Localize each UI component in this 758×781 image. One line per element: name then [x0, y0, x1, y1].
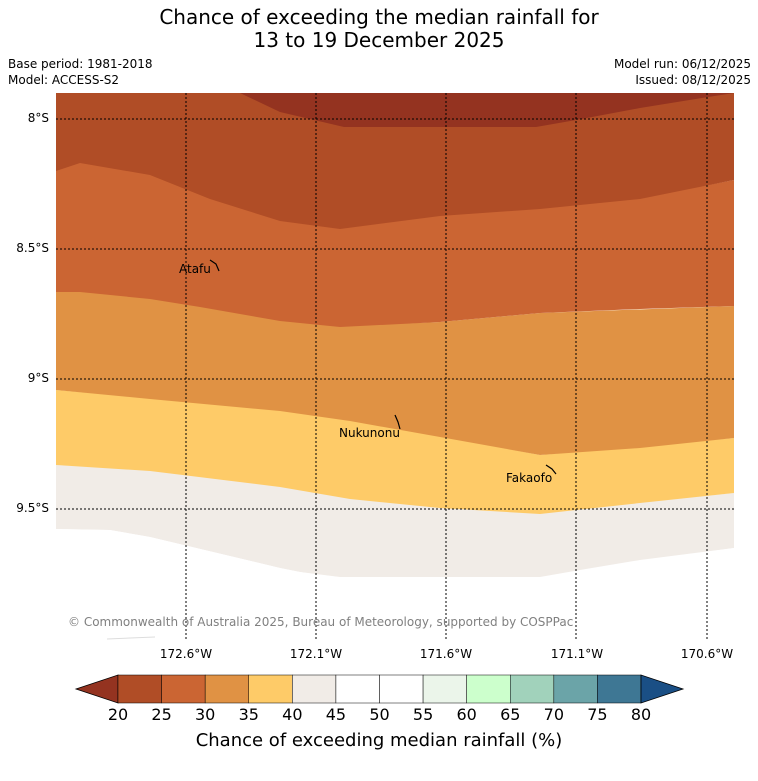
land-mask-edge	[56, 529, 340, 578]
chart-title-line1: Chance of exceeding the median rainfall …	[159, 5, 599, 29]
colorbar-tick-label: 45	[325, 705, 347, 724]
lon-label-172-1w: 172.1°W	[289, 647, 343, 661]
colorbar-swatch	[292, 674, 337, 704]
colorbar-tick-label: 60	[456, 705, 477, 724]
atafu-outline	[209, 259, 220, 272]
band-20-25	[56, 93, 734, 229]
colorbar-swatch	[422, 674, 467, 704]
colorbar-swatch	[379, 674, 424, 704]
colorbar-swatch	[204, 674, 250, 704]
lon-label-172-6w: 172.6°W	[159, 647, 213, 661]
colorbar-tick-label: 30	[194, 705, 216, 724]
atoll-outlines	[209, 259, 557, 475]
colorbar-tick-label: 35	[238, 705, 259, 724]
colorbar	[74, 674, 685, 704]
lat-label-9s: 9°S	[27, 371, 49, 385]
copyright-credit: © Commonwealth of Australia 2025, Bureau…	[68, 615, 574, 629]
land-mask	[56, 578, 734, 640]
model-name: Model: ACCESS-S2	[8, 73, 120, 87]
colorbar-swatch	[335, 674, 380, 704]
band-below-20	[240, 93, 734, 127]
metadata-left: Base period: 1981-2018 Model: ACCESS-S2	[8, 56, 153, 88]
issued-date: Issued: 08/12/2025	[635, 73, 751, 87]
gridlines	[56, 93, 734, 639]
place-label-fakaofo: Fakaofo	[506, 471, 553, 485]
colorbar-over-arrow	[640, 674, 685, 704]
colorbar-swatch	[117, 674, 162, 704]
base-period: Base period: 1981-2018	[8, 57, 153, 71]
colorbar-tick-label: 40	[282, 705, 303, 724]
metadata-right: Model run: 06/12/2025 Issued: 08/12/2025	[614, 56, 751, 88]
band-30-35	[56, 291, 734, 455]
place-label-nukunonu: Nukunonu	[339, 426, 400, 440]
band-35-40	[56, 390, 734, 514]
coast-fragment	[106, 636, 156, 640]
chart-title-line2: 13 to 19 December 2025	[253, 28, 505, 52]
place-label-atafu: Atafu	[179, 262, 211, 276]
colorbar-swatch	[248, 674, 293, 704]
colorbar-swatch	[510, 674, 555, 704]
lat-label-8-5s: 8.5°S	[16, 241, 49, 255]
colorbar-swatch	[466, 674, 511, 704]
lon-label-170-6w: 170.6°W	[680, 647, 734, 661]
colorbar-label: Chance of exceeding median rainfall (%)	[195, 730, 563, 751]
lon-label-171-6w: 171.6°W	[419, 647, 473, 661]
colorbar-swatch	[553, 674, 598, 704]
fakaofo-outline	[545, 464, 557, 475]
map-panel	[56, 93, 734, 640]
nukunonu-outline	[394, 414, 401, 430]
colorbar-swatch	[161, 674, 206, 704]
lat-label-9-5s: 9.5°S	[16, 501, 49, 515]
colorbar-tick-label: 70	[543, 705, 564, 724]
lon-label-171-1w: 171.1°W	[550, 647, 604, 661]
model-run-date: Model run: 06/12/2025	[613, 57, 751, 71]
colorbar-tick-label: 25	[151, 705, 172, 724]
colorbar-tick-label: 80	[630, 705, 652, 724]
colorbar-tick-label: 65	[500, 705, 521, 724]
land-mask-edge-right	[540, 548, 734, 578]
colorbar-swatch	[597, 674, 642, 704]
colorbar-tick-label: 75	[587, 705, 608, 724]
lat-label-8s: 8°S	[27, 111, 49, 125]
colorbar-tick-label: 20	[107, 705, 129, 724]
colorbar-under-arrow	[74, 674, 119, 704]
colorbar-tick-label: 50	[369, 705, 390, 724]
colorbar-tick-label: 55	[412, 705, 434, 724]
